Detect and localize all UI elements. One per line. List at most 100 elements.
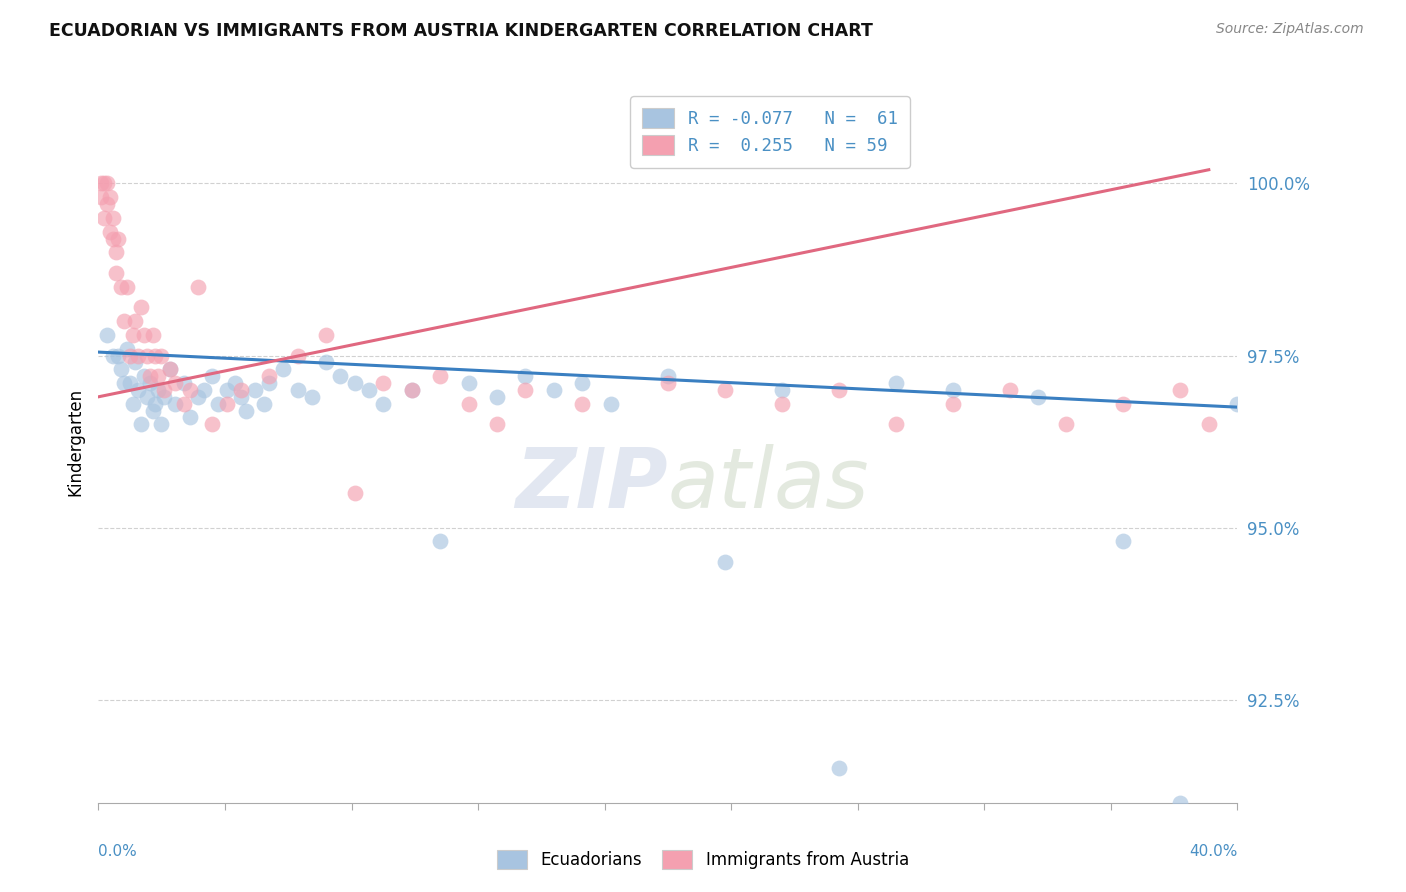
Point [193,383,215,397]
Point [770,397,793,411]
Point [110,362,132,376]
Point [229,383,252,397]
Point [429,534,451,549]
Point [998,383,1021,397]
Point [942,383,965,397]
Point [287,383,309,397]
Legend: Ecuadorians, Immigrants from Austria: Ecuadorians, Immigrants from Austria [488,840,918,880]
Point [1226,397,1249,411]
Point [357,383,380,397]
Point [141,327,163,342]
Point [571,397,593,411]
Point [235,403,257,417]
Point [145,349,167,363]
Point [93,211,115,225]
Point [301,390,323,404]
Point [93,177,115,191]
Point [179,383,201,397]
Point [571,376,593,390]
Point [259,369,281,384]
Point [129,417,152,432]
Point [127,383,149,397]
Point [90,177,112,191]
Point [173,376,195,390]
Point [129,301,152,315]
Point [165,397,187,411]
Point [145,397,167,411]
Point [112,376,135,390]
Point [187,390,209,404]
Point [942,397,965,411]
Point [115,279,138,293]
Point [121,327,143,342]
Point [714,383,737,397]
Point [371,376,394,390]
Point [252,397,274,411]
Point [224,376,246,390]
Point [401,383,423,397]
Point [141,403,163,417]
Text: 0.0%: 0.0% [98,845,138,860]
Point [343,376,366,390]
Text: atlas: atlas [668,444,869,525]
Point [179,410,201,425]
Point [104,245,127,260]
Point [118,376,141,390]
Point [657,376,679,390]
Point [110,279,132,293]
Point [515,369,537,384]
Point [543,383,565,397]
Point [828,761,851,775]
Point [121,397,143,411]
Point [90,190,112,204]
Point [135,349,157,363]
Point [153,383,176,397]
Point [329,369,352,384]
Point [457,376,479,390]
Point [159,362,181,376]
Point [148,369,170,384]
Point [1112,397,1135,411]
Point [657,369,679,384]
Point [486,390,509,404]
Point [107,349,129,363]
Point [201,369,224,384]
Point [201,417,224,432]
Point [828,383,851,397]
Point [770,383,793,397]
Point [515,383,537,397]
Point [315,355,337,369]
Point [96,327,118,342]
Point [273,362,295,376]
Point [150,417,173,432]
Text: 40.0%: 40.0% [1189,845,1237,860]
Point [153,390,176,404]
Point [315,327,337,342]
Point [259,376,281,390]
Point [215,397,238,411]
Point [148,383,170,397]
Point [457,397,479,411]
Point [138,376,160,390]
Point [1240,403,1263,417]
Point [600,397,623,411]
Text: ECUADORIAN VS IMMIGRANTS FROM AUSTRIA KINDERGARTEN CORRELATION CHART: ECUADORIAN VS IMMIGRANTS FROM AUSTRIA KI… [49,22,873,40]
Point [165,376,187,390]
Y-axis label: Kindergarten: Kindergarten [66,387,84,496]
Point [714,555,737,569]
Point [1198,417,1220,432]
Point [104,266,127,280]
Point [1026,390,1049,404]
Point [173,397,195,411]
Text: Source: ZipAtlas.com: Source: ZipAtlas.com [1216,22,1364,37]
Point [371,397,394,411]
Point [132,327,155,342]
Point [101,349,124,363]
Point [401,383,423,397]
Point [1170,383,1192,397]
Point [118,349,141,363]
Point [486,417,509,432]
Point [884,417,907,432]
Point [150,349,173,363]
Point [135,390,157,404]
